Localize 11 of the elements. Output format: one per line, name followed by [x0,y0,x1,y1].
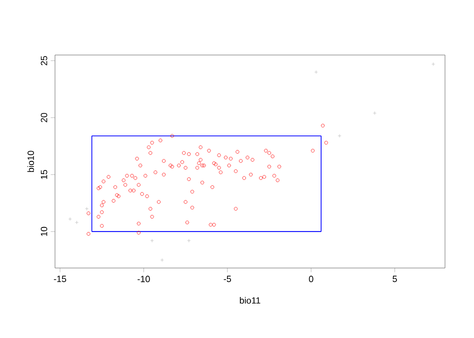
x-tick-label: 0 [308,276,314,282]
y-tick-label: 25 [40,56,48,66]
x-tick-label: -15 [54,276,66,282]
x-axis-title: bio11 [240,297,260,304]
y-tick-label: 15 [40,170,48,179]
y-tick-label: 20 [40,112,48,122]
y-tick-label: 10 [40,226,48,236]
x-tick-label: 5 [392,276,397,282]
y-axis-title: bio10 [27,150,34,172]
x-tick-label: -5 [224,276,232,282]
x-tick-label: -10 [138,276,150,282]
